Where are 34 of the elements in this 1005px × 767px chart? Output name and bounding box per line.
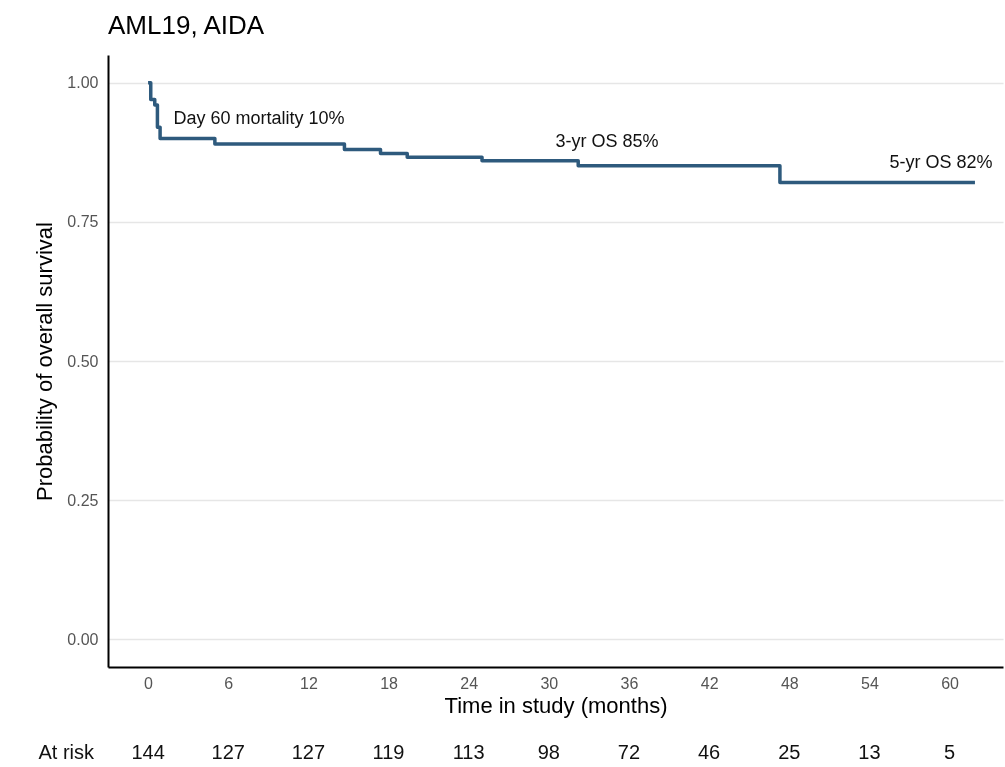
- text: 127: [211, 741, 245, 763]
- x-tick-label: 36: [620, 674, 639, 692]
- y-tick-label: 0.25: [67, 491, 99, 509]
- text: 5: [944, 741, 956, 763]
- x-tick-label: 30: [540, 674, 559, 692]
- text: 46: [697, 741, 721, 763]
- x-tick-label: 6: [224, 674, 234, 692]
- x-tick-label: 48: [780, 674, 799, 692]
- annotation: 5-yr OS 82%: [889, 152, 993, 173]
- x-tick-label: 60: [941, 674, 960, 692]
- x-tick-label: 54: [861, 674, 879, 692]
- y-axis-title: Probability of overall survival: [32, 222, 58, 501]
- x-tick-label: 0: [144, 674, 154, 692]
- text: 13: [858, 741, 881, 763]
- text: At risk: [38, 741, 95, 763]
- text: 25: [778, 741, 801, 763]
- text: 144: [131, 741, 165, 763]
- y-tick-label: 0.75: [67, 213, 99, 231]
- annotation: 3-yr OS 85%: [555, 130, 659, 151]
- annotation: Day 60 mortality 10%: [173, 108, 345, 129]
- text: 119: [372, 741, 405, 763]
- text: 113: [452, 741, 485, 763]
- text: 72: [617, 741, 641, 763]
- y-tick-label: 0.00: [67, 630, 99, 648]
- text: 127: [291, 741, 326, 763]
- x-tick-label: 18: [380, 674, 399, 692]
- y-tick-label: 1.00: [67, 74, 99, 92]
- x-tick-label: 24: [460, 674, 479, 692]
- x-tick-label: 12: [299, 674, 318, 692]
- x-tick-label: 42: [700, 674, 719, 692]
- chart-title: AML19, AIDA: [108, 10, 265, 40]
- x-axis-title: Time in study (months): [444, 692, 668, 718]
- text: 98: [537, 741, 560, 763]
- y-tick-label: 0.50: [67, 352, 99, 370]
